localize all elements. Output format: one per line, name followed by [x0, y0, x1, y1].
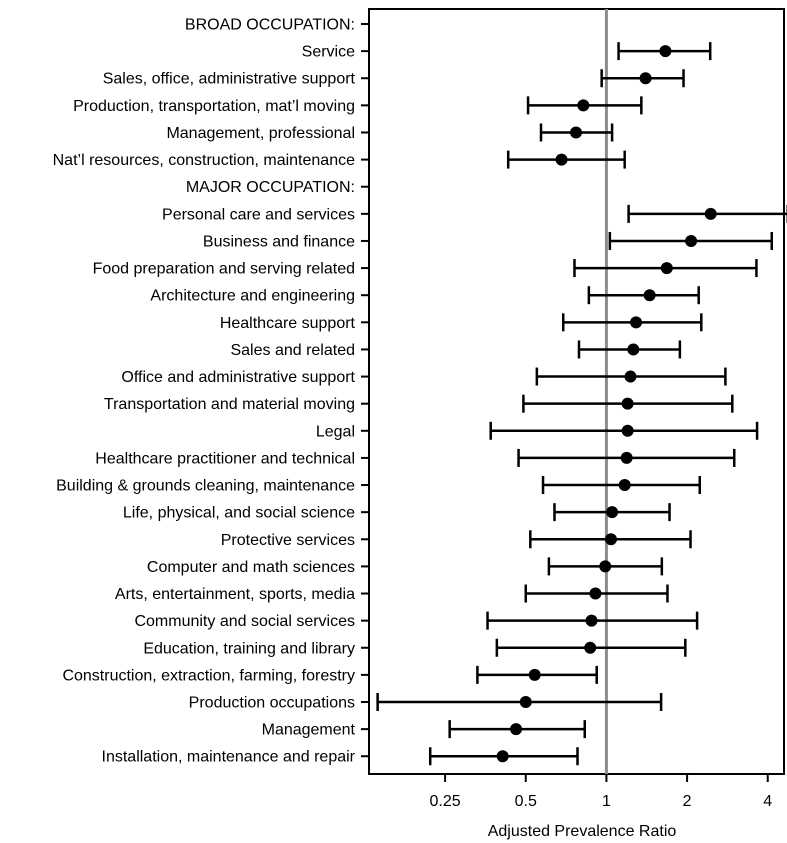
x-tick-label: 2: [683, 793, 692, 810]
estimate-point: [510, 723, 523, 736]
row-label: Healthcare support: [220, 315, 356, 332]
estimate-point: [704, 207, 717, 220]
estimate-point: [659, 45, 672, 58]
row-label: Construction, extraction, farming, fores…: [62, 667, 355, 684]
row-label: Sales and related: [230, 342, 355, 359]
row-label: Production, transportation, mat’l moving: [73, 98, 355, 115]
row-label: Nat’l resources, construction, maintenan…: [53, 152, 355, 169]
estimate-point: [621, 397, 634, 410]
estimate-point: [627, 343, 640, 356]
x-tick-label: 1: [602, 793, 611, 810]
row-label: Computer and math sciences: [147, 559, 355, 576]
estimate-point: [577, 99, 590, 112]
row-label: Building & grounds cleaning, maintenance: [56, 478, 355, 495]
row-label: Management, professional: [166, 125, 355, 142]
estimate-point: [621, 424, 634, 437]
estimate-point: [555, 153, 568, 166]
estimate-point: [589, 587, 602, 600]
plot-frame: [368, 8, 785, 775]
estimate-point: [606, 506, 619, 519]
row-label: Transportation and material moving: [104, 396, 355, 413]
row-label: Healthcare practitioner and technical: [95, 450, 355, 467]
estimate-point: [624, 370, 637, 383]
row-label: Office and administrative support: [121, 369, 355, 386]
estimate-point: [585, 614, 598, 627]
x-tick-label: 0.5: [515, 793, 537, 810]
row-label: Education, training and library: [143, 640, 355, 657]
estimate-point: [620, 451, 633, 464]
x-axis-title: Adjusted Prevalence Ratio: [488, 823, 677, 840]
estimate-point: [570, 126, 583, 139]
section-header: MAJOR OCCUPATION:: [186, 179, 355, 196]
row-label: Food preparation and serving related: [93, 261, 355, 278]
x-tick-label: 0.25: [430, 793, 461, 810]
row-label: Management: [262, 722, 356, 739]
row-label: Legal: [316, 423, 355, 440]
row-label: Protective services: [221, 532, 355, 549]
row-label: Production occupations: [189, 695, 355, 712]
estimate-markers: [376, 42, 787, 766]
row-label: Installation, maintenance and repair: [102, 749, 356, 766]
estimate-point: [643, 289, 656, 302]
section-header: BROAD OCCUPATION:: [185, 17, 355, 34]
estimate-point: [496, 750, 509, 763]
estimate-point: [604, 533, 617, 546]
estimate-point: [639, 72, 652, 85]
row-label: Service: [302, 44, 355, 61]
row-label: Sales, office, administrative support: [103, 71, 356, 88]
row-label: Life, physical, and social science: [123, 505, 355, 522]
estimate-point: [584, 641, 597, 654]
row-label: Architecture and engineering: [150, 288, 355, 305]
estimate-point: [599, 560, 612, 573]
x-tick-label: 4: [763, 793, 772, 810]
estimate-point: [630, 316, 643, 329]
x-axis: 0.25 0.5 1 2 4: [430, 774, 772, 810]
estimate-point: [660, 262, 673, 275]
y-axis: BROAD OCCUPATION: Service Sales, office, a…: [53, 17, 369, 766]
row-label: Arts, entertainment, sports, media: [115, 586, 355, 603]
row-label: Community and social services: [134, 613, 355, 630]
row-label: Personal care and services: [162, 206, 355, 223]
estimate-point: [528, 668, 541, 681]
estimate-point: [618, 479, 631, 492]
estimate-point: [685, 234, 698, 247]
estimate-point: [519, 696, 532, 708]
row-label: Business and finance: [203, 233, 355, 250]
